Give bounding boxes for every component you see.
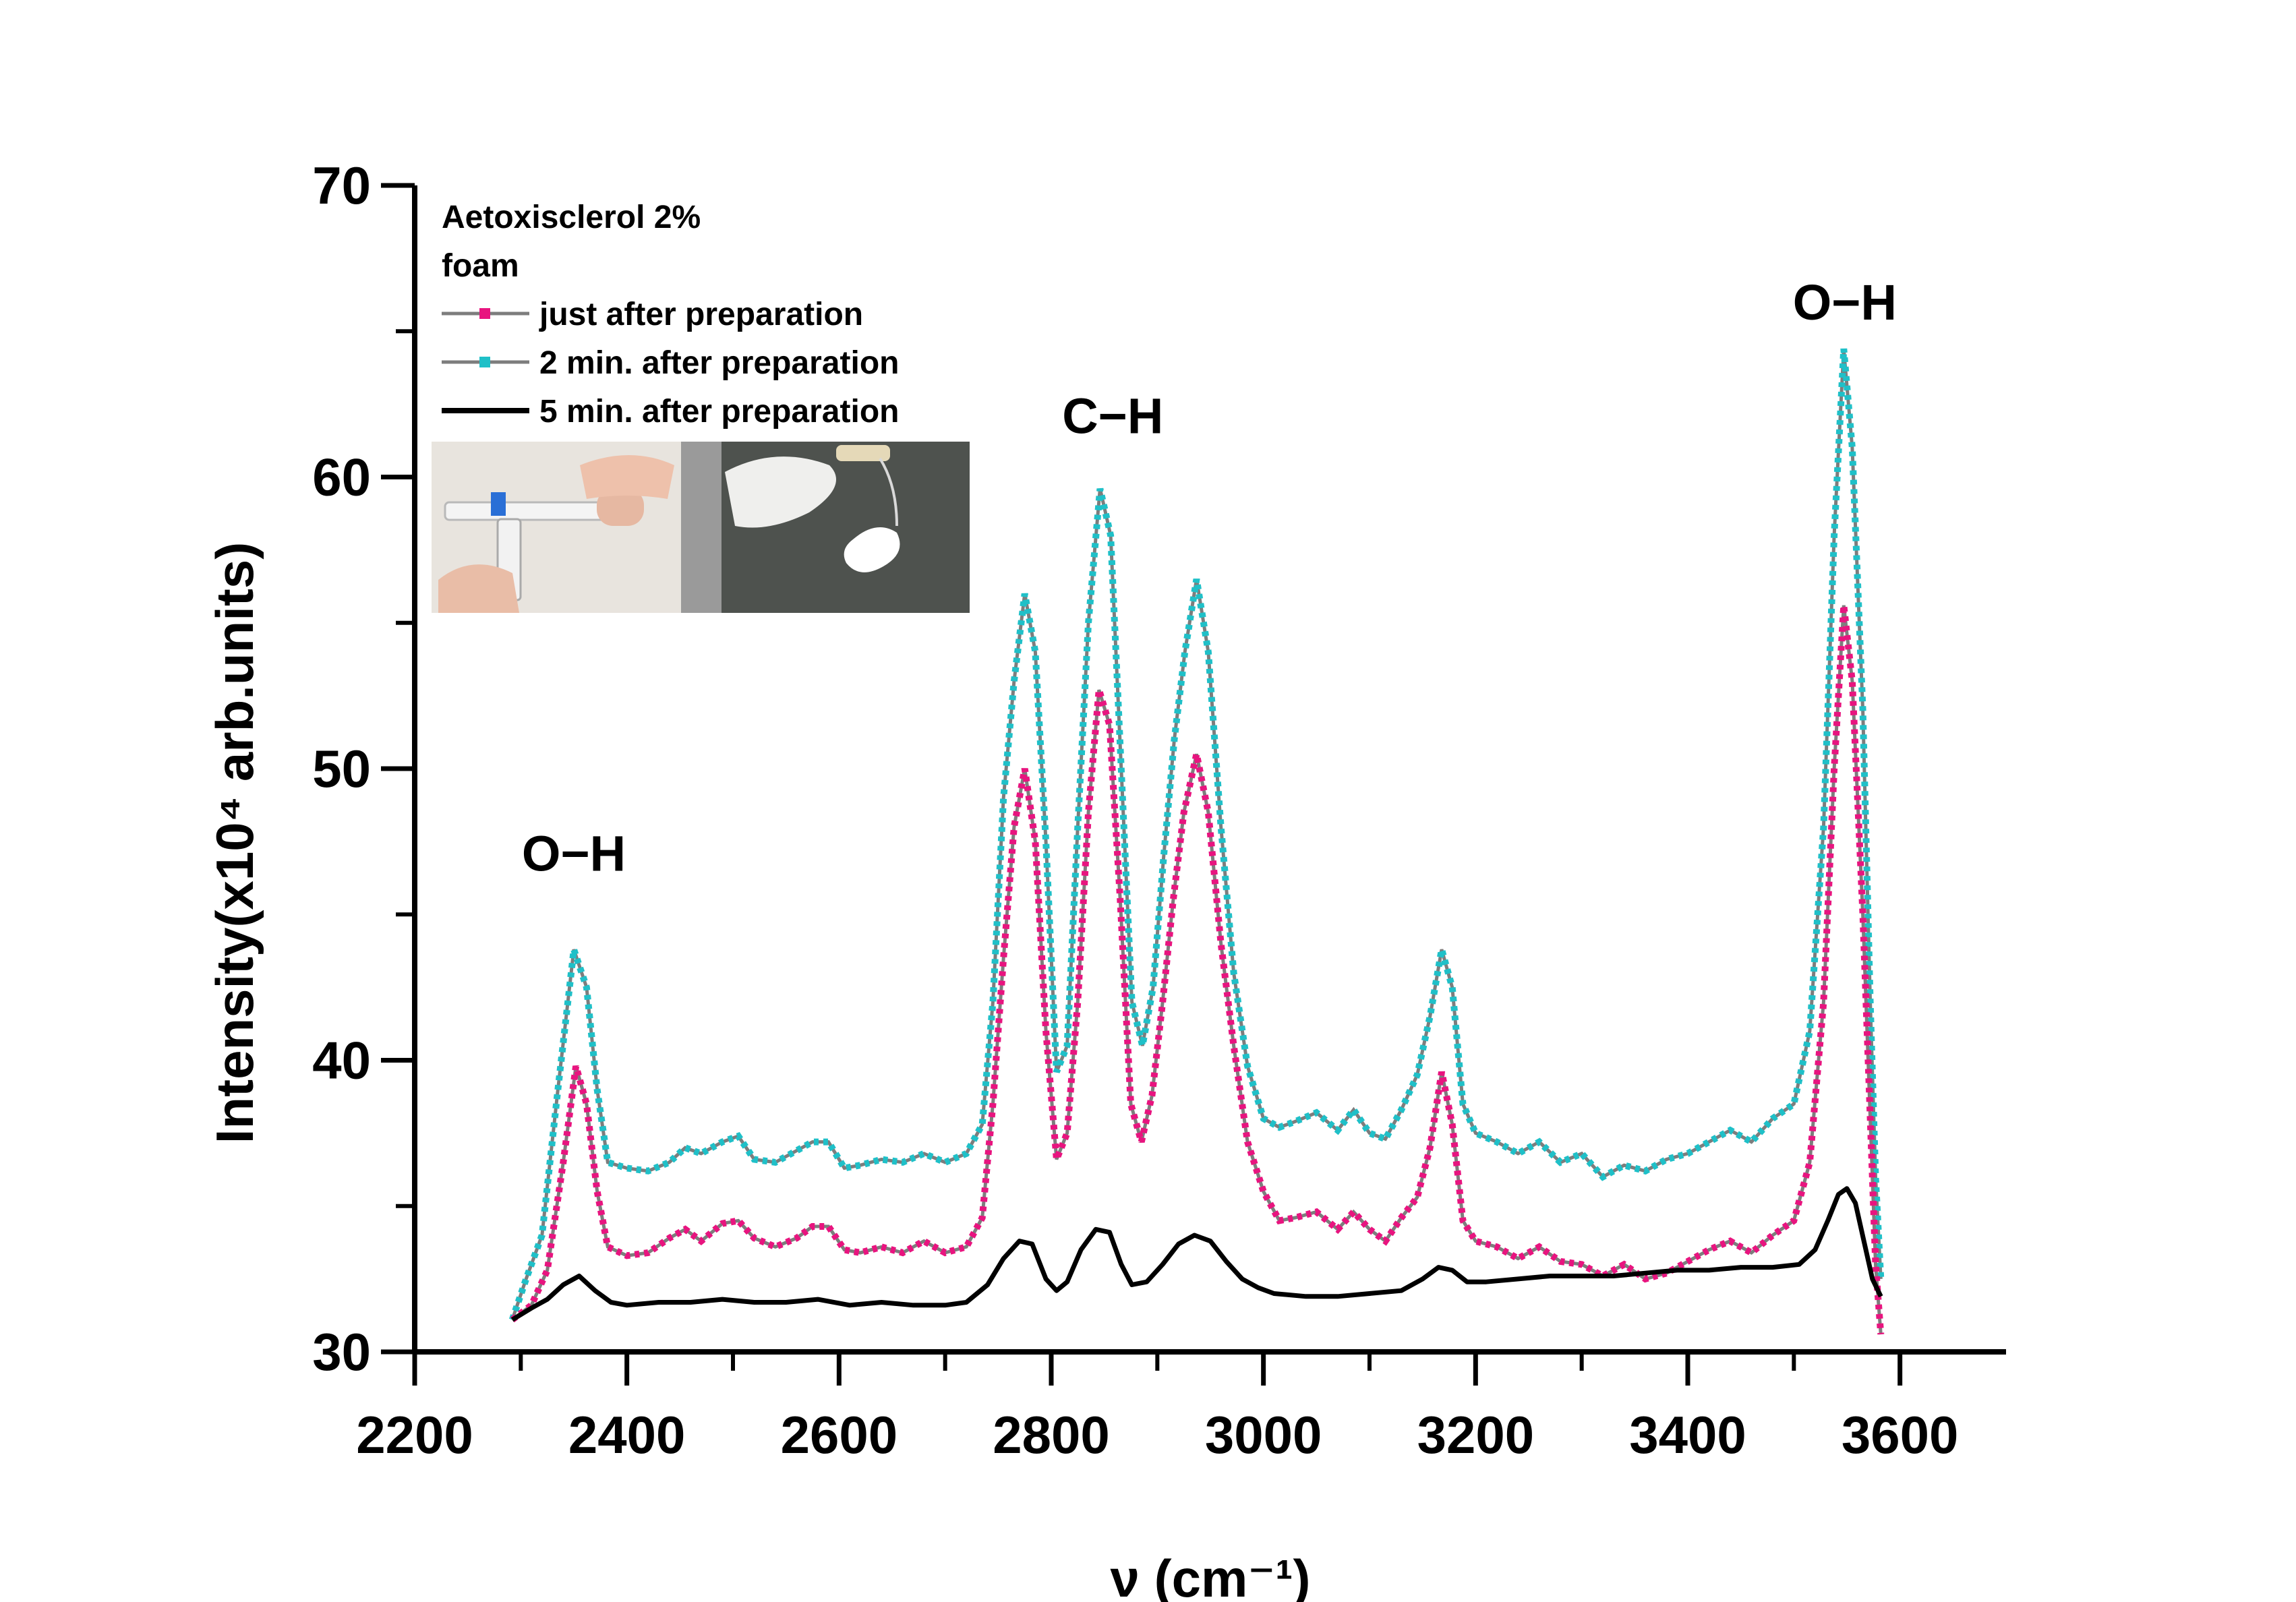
legend-label: just after preparation	[539, 297, 863, 332]
peak-annotations: O−H C−H O−H	[522, 274, 1897, 881]
series-markers	[510, 605, 1885, 1335]
legend-swatch-marker	[479, 357, 490, 367]
inset-photo	[432, 442, 970, 613]
axes: 2200 2400 2600 2800 3000 3200 3400 3600 30 40 50 60…	[312, 156, 2006, 1464]
legend-title-line-2: foam	[442, 248, 519, 284]
y-tick-label: 40	[312, 1031, 371, 1090]
x-tick-label: 3600	[1842, 1405, 1959, 1464]
series-layer	[508, 348, 1885, 1335]
y-tick-label: 50	[312, 739, 371, 798]
y-tick-label: 60	[312, 448, 371, 507]
peak-label: O−H	[1793, 274, 1897, 330]
peak-label: C−H	[1062, 388, 1163, 444]
legend: Aetoxisclerol 2% foam just after prepara…	[442, 200, 899, 429]
legend-item: 5 min. after preparation	[442, 394, 899, 429]
y-tick-label: 30	[312, 1322, 371, 1382]
series-3	[510, 1186, 1883, 1322]
series-markers	[508, 348, 1885, 1322]
series-1	[510, 605, 1885, 1335]
x-tick-label: 2800	[993, 1405, 1110, 1464]
x-tick-label: 2200	[356, 1405, 473, 1464]
legend-title-line-1: Aetoxisclerol 2%	[442, 200, 701, 235]
series-line	[511, 605, 1883, 1335]
x-tick-label: 2400	[568, 1405, 686, 1464]
x-tick-label: 3400	[1629, 1405, 1746, 1464]
x-tick-label: 2600	[781, 1405, 898, 1464]
y-tick-label: 70	[312, 156, 371, 215]
x-axis-title: ν (cm⁻¹)	[1111, 1549, 1311, 1602]
peak-label: O−H	[522, 825, 626, 881]
legend-label: 2 min. after preparation	[539, 345, 899, 381]
series-2	[508, 348, 1885, 1322]
legend-item: just after preparation	[442, 297, 863, 332]
y-axis-title: Intensity(x10⁴ arb.units)	[205, 542, 264, 1144]
legend-label: 5 min. after preparation	[539, 394, 899, 429]
legend-swatch-marker	[479, 308, 490, 319]
legend-item: 2 min. after preparation	[442, 345, 899, 381]
series-line	[510, 1186, 1883, 1322]
x-tick-label: 3200	[1417, 1405, 1535, 1464]
x-tick-label: 3000	[1205, 1405, 1322, 1464]
